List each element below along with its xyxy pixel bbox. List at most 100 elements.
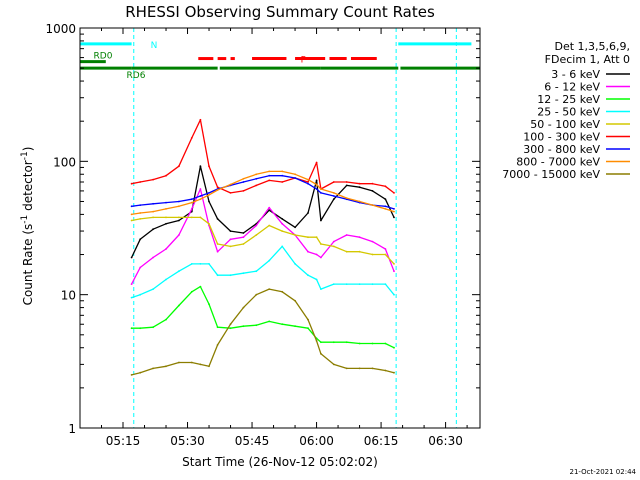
series-2-point: [384, 248, 387, 250]
series-8-point: [294, 173, 296, 176]
plot-frame: [79, 27, 481, 429]
series-3-point: [199, 285, 202, 288]
series-4-point: [152, 288, 155, 290]
series-2-point: [358, 236, 361, 239]
series-3-point: [358, 342, 361, 345]
series-5-point: [255, 234, 258, 236]
legend-header-line-1: Det 1,3,5,6,9,: [554, 40, 630, 53]
series-8-point: [229, 183, 232, 186]
series-1-point: [229, 230, 232, 233]
series-4-point: [229, 274, 232, 277]
series-6-point: [307, 181, 309, 183]
annotation-label-rd6: RD6: [127, 71, 146, 81]
series-6-point: [255, 184, 258, 187]
series-5-point: [358, 250, 361, 253]
series-1-point: [320, 219, 322, 222]
series-8-point: [393, 210, 395, 213]
series-9-point: [152, 367, 155, 370]
series-6-point: [130, 182, 133, 185]
series-3-point: [332, 341, 335, 344]
series-line-4: [131, 245, 395, 299]
series-2-point: [281, 222, 284, 225]
series-2-point: [152, 256, 155, 259]
annotation-label-rd0: RD0: [94, 52, 113, 62]
series-9-point: [190, 361, 193, 364]
series-7-point: [307, 182, 309, 185]
series-9-point: [268, 288, 271, 290]
series-7-point: [130, 205, 133, 208]
series-8-point: [178, 205, 180, 208]
series-3-point: [307, 327, 309, 330]
series-1-point: [345, 184, 348, 187]
axis-ticks: 05:15 05:30 05:45 06:00 06:15 06:30 1 10 100 1000: [45, 22, 480, 448]
series-2-point: [268, 206, 271, 209]
series-2-point: [199, 188, 202, 190]
series-4-point: [139, 293, 142, 296]
series-4-point: [208, 263, 210, 265]
series-line-8: [131, 170, 395, 216]
series-5-point: [281, 230, 284, 233]
series-4-point: [190, 263, 193, 265]
series-5-point: [268, 224, 271, 227]
series-3-point: [242, 325, 245, 328]
y-tick-label: 10: [61, 289, 76, 303]
series-7-point: [208, 192, 210, 194]
series-9-point: [320, 352, 322, 355]
series-2-point: [242, 236, 245, 239]
series-3-point: [165, 318, 167, 321]
x-axis-label: Start Time (26-Nov-12 05:02:02): [182, 455, 378, 469]
series-8-point: [345, 197, 348, 200]
series-6-point: [384, 185, 387, 188]
x-tick-label: 05:15: [106, 434, 141, 448]
series-4-point: [255, 270, 258, 273]
series-8-point: [190, 201, 193, 204]
series-8-point: [152, 210, 155, 213]
series-3-point: [393, 346, 395, 349]
series-3-point: [384, 342, 387, 345]
x-tick-label: 05:45: [235, 434, 270, 448]
series-5-point: [165, 216, 167, 219]
series-9-point: [294, 299, 296, 302]
series-6-point: [358, 182, 361, 185]
series-3-point: [371, 342, 374, 345]
x-tick-label: 06:15: [364, 434, 399, 448]
series-3-point: [229, 327, 232, 330]
annotation-lines: N F RD0 RD6: [80, 28, 480, 428]
series-4-point: [242, 272, 245, 275]
series-6-point: [165, 174, 167, 177]
series-6-point: [178, 165, 180, 168]
series-7-point: [255, 177, 258, 180]
series-6-point: [139, 181, 142, 183]
series-4-point: [371, 283, 374, 285]
series-3-point: [320, 341, 322, 344]
series-8-point: [384, 208, 387, 210]
series-1-point: [371, 190, 374, 192]
legend-entry-label: 12 - 25 keV: [537, 93, 600, 106]
series-9-point: [165, 365, 167, 368]
series-4-point: [130, 296, 133, 299]
legend-entry-label: 50 - 100 keV: [530, 118, 600, 131]
series-line-3: [131, 285, 395, 349]
series-5-point: [229, 245, 232, 248]
series-1-point: [332, 198, 335, 201]
series-7-point: [152, 202, 155, 205]
series-5-point: [320, 243, 322, 245]
series-6-point: [393, 192, 395, 194]
series-1-point: [294, 226, 296, 229]
series-6-point: [268, 179, 271, 182]
series-2-point: [178, 234, 180, 236]
series-1-point: [307, 212, 309, 214]
series-5-point: [178, 216, 180, 219]
series-1-point: [358, 186, 361, 189]
series-2-point: [320, 256, 322, 259]
series-line-2: [131, 188, 395, 285]
legend-entry-label: 800 - 7000 keV: [516, 156, 600, 169]
series-8-point: [139, 212, 142, 214]
series-2-point: [345, 234, 348, 236]
x-tick-label: 06:30: [428, 434, 463, 448]
series-6-point: [345, 181, 348, 183]
series-7-point: [139, 204, 142, 207]
series-9-point: [216, 344, 219, 346]
series-2-point: [165, 248, 167, 250]
